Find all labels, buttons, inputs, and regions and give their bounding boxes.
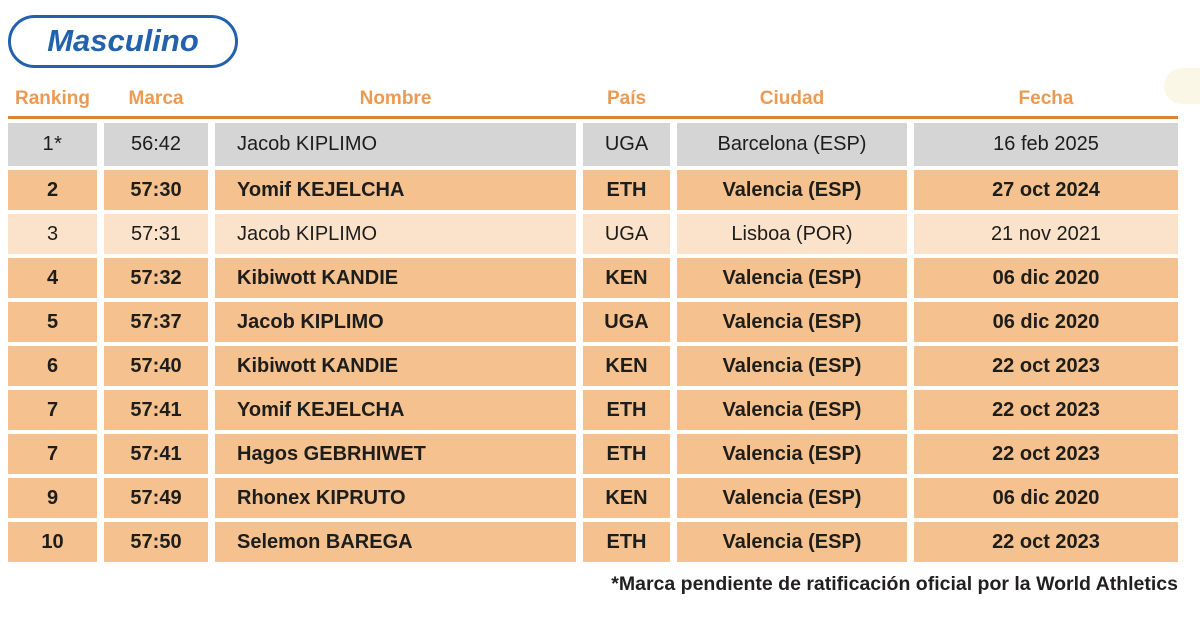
cell-nombre: Kibiwott KANDIE [215, 346, 576, 386]
cell-pais: KEN [583, 478, 670, 518]
cell-fecha: 16 feb 2025 [914, 123, 1178, 166]
column-header-marca: Marca [128, 88, 184, 109]
table-row: 10 57:50 Selemon BAREGA ETH Valencia (ESP) 22… [8, 522, 1178, 562]
cell-ciudad: Valencia (ESP) [677, 390, 907, 430]
cell-ciudad: Valencia (ESP) [677, 258, 907, 298]
table-row: 4 57:32 Kibiwott KANDIE KEN Valencia (ESP) 06… [8, 258, 1178, 298]
cell-fecha: 06 dic 2020 [914, 302, 1178, 342]
cell-pais: ETH [583, 522, 670, 562]
cell-ciudad: Valencia (ESP) [677, 302, 907, 342]
column-header-fecha: Fecha [1018, 88, 1074, 109]
cell-ranking: 6 [8, 346, 97, 386]
cell-marca: 57:49 [104, 478, 208, 518]
cell-nombre: Jacob KIPLIMO [215, 214, 576, 254]
cell-marca: 57:50 [104, 522, 208, 562]
table-row: 7 57:41 Hagos GEBRHIWET ETH Valencia (ESP) 22… [8, 434, 1178, 474]
cell-fecha: 22 oct 2023 [914, 346, 1178, 386]
cell-pais: KEN [583, 346, 670, 386]
cell-ciudad: Valencia (ESP) [677, 434, 907, 474]
corner-decoration [1164, 68, 1200, 104]
cell-ranking: 7 [8, 390, 97, 430]
cell-ciudad: Valencia (ESP) [677, 522, 907, 562]
cell-marca: 57:30 [104, 170, 208, 210]
cell-nombre: Hagos GEBRHIWET [215, 434, 576, 474]
ranking-table: Ranking Marca Nombre País Ciudad Fecha 1… [8, 88, 1178, 562]
cell-pais: UGA [583, 123, 670, 166]
cell-pais: ETH [583, 170, 670, 210]
table-row: 6 57:40 Kibiwott KANDIE KEN Valencia (ESP) 22… [8, 346, 1178, 386]
cell-nombre: Jacob KIPLIMO [215, 302, 576, 342]
table-header-row: Ranking Marca Nombre País Ciudad Fecha [8, 88, 1178, 119]
footnote: *Marca pendiente de ratificación oficial… [611, 573, 1178, 595]
section-title-pill: Masculino [8, 15, 238, 68]
cell-ranking: 10 [8, 522, 97, 562]
cell-fecha: 21 nov 2021 [914, 214, 1178, 254]
cell-ciudad: Barcelona (ESP) [677, 123, 907, 166]
cell-marca: 57:37 [104, 302, 208, 342]
cell-nombre: Selemon BAREGA [215, 522, 576, 562]
cell-ranking: 2 [8, 170, 97, 210]
table-row: 1* 56:42 Jacob KIPLIMO UGA Barcelona (ESP) 16… [8, 123, 1178, 166]
column-header-ranking: Ranking [15, 88, 90, 109]
cell-marca: 57:41 [104, 434, 208, 474]
cell-ranking: 5 [8, 302, 97, 342]
cell-pais: KEN [583, 258, 670, 298]
cell-ranking: 1* [8, 123, 97, 166]
cell-nombre: Yomif KEJELCHA [215, 390, 576, 430]
cell-marca: 57:32 [104, 258, 208, 298]
cell-fecha: 06 dic 2020 [914, 258, 1178, 298]
cell-fecha: 22 oct 2023 [914, 522, 1178, 562]
cell-ranking: 9 [8, 478, 97, 518]
cell-nombre: Jacob KIPLIMO [215, 123, 576, 166]
cell-pais: ETH [583, 434, 670, 474]
cell-fecha: 27 oct 2024 [914, 170, 1178, 210]
cell-ranking: 3 [8, 214, 97, 254]
table-row: 7 57:41 Yomif KEJELCHA ETH Valencia (ESP) 22 … [8, 390, 1178, 430]
table-row: 2 57:30 Yomif KEJELCHA ETH Valencia (ESP) 27 … [8, 170, 1178, 210]
cell-nombre: Rhonex KIPRUTO [215, 478, 576, 518]
cell-marca: 56:42 [104, 123, 208, 166]
section-title: Masculino [47, 22, 199, 58]
cell-nombre: Yomif KEJELCHA [215, 170, 576, 210]
column-header-pais: País [606, 88, 647, 109]
table-row: 3 57:31 Jacob KIPLIMO UGA Lisboa (POR) 21 nov… [8, 214, 1178, 254]
table-row: 9 57:49 Rhonex KIPRUTO KEN Valencia (ESP) 06 … [8, 478, 1178, 518]
cell-fecha: 06 dic 2020 [914, 478, 1178, 518]
cell-ciudad: Valencia (ESP) [677, 346, 907, 386]
table-row: 5 57:37 Jacob KIPLIMO UGA Valencia (ESP) 06 d… [8, 302, 1178, 342]
table-body: 1* 56:42 Jacob KIPLIMO UGA Barcelona (ESP) 16… [8, 123, 1178, 562]
cell-pais: ETH [583, 390, 670, 430]
cell-nombre: Kibiwott KANDIE [215, 258, 576, 298]
cell-fecha: 22 oct 2023 [914, 434, 1178, 474]
cell-marca: 57:41 [104, 390, 208, 430]
cell-ranking: 4 [8, 258, 97, 298]
cell-pais: UGA [583, 214, 670, 254]
cell-ciudad: Lisboa (POR) [677, 214, 907, 254]
cell-marca: 57:31 [104, 214, 208, 254]
cell-ciudad: Valencia (ESP) [677, 478, 907, 518]
column-header-ciudad: Ciudad [759, 88, 825, 109]
column-header-nombre: Nombre [359, 88, 432, 109]
cell-ciudad: Valencia (ESP) [677, 170, 907, 210]
cell-ranking: 7 [8, 434, 97, 474]
cell-marca: 57:40 [104, 346, 208, 386]
cell-pais: UGA [583, 302, 670, 342]
cell-fecha: 22 oct 2023 [914, 390, 1178, 430]
